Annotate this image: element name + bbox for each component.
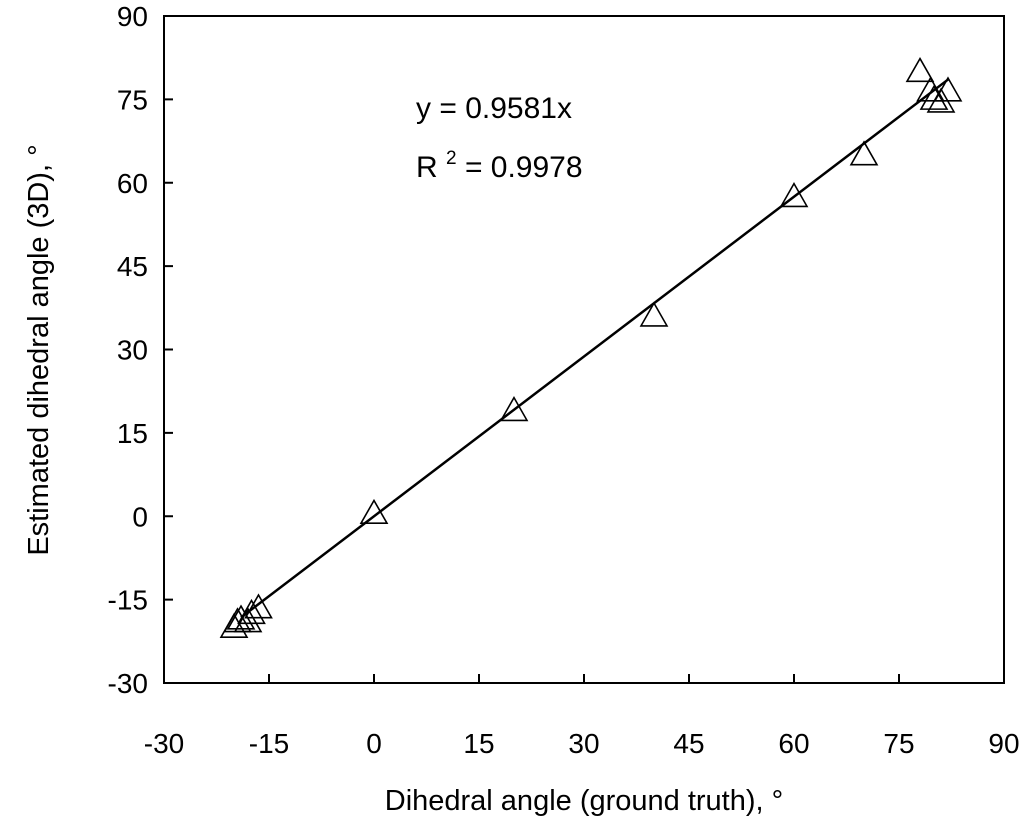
- x-tick-label-0: -30: [144, 728, 184, 759]
- x-tick-label-5: 45: [673, 728, 704, 759]
- y-tick-label-4: 30: [117, 335, 148, 366]
- y-axis-tick-labels: -30 -15 0 15 30 45 60 75 90: [108, 1, 148, 699]
- data-point-4: [237, 598, 266, 625]
- r-squared-annotation: R 2 = 0.9978: [416, 138, 583, 184]
- data-point-9: [779, 182, 809, 208]
- r-squared-value: = 0.9978: [465, 151, 583, 184]
- data-point-6: [359, 498, 389, 525]
- y-tick-label-1: -15: [108, 585, 148, 616]
- x-axis-label: Dihedral angle (ground truth), °: [385, 785, 783, 817]
- y-tick-label-2: 0: [132, 501, 148, 532]
- trendline: [240, 78, 949, 619]
- x-tick-label-2: 0: [366, 728, 382, 759]
- x-axis-ticks: [163, 674, 1005, 683]
- data-point-15: [933, 76, 963, 102]
- x-tick-label-4: 30: [568, 728, 599, 759]
- r-squared-superscript: 2: [446, 148, 457, 169]
- y-tick-label-7: 75: [117, 84, 148, 115]
- data-point-8: [639, 301, 669, 327]
- data-points: [219, 56, 963, 638]
- data-point-3: [233, 607, 263, 633]
- x-tick-label-1: -15: [249, 728, 289, 759]
- data-point-10: [849, 140, 879, 166]
- x-tick-label-6: 60: [778, 728, 809, 759]
- x-tick-label-7: 75: [883, 728, 914, 759]
- x-tick-label-3: 15: [463, 728, 494, 759]
- y-tick-label-8: 90: [117, 1, 148, 32]
- y-tick-label-6: 60: [117, 168, 148, 199]
- r-squared-prefix: R: [416, 151, 438, 184]
- plot-frame: [163, 15, 1005, 684]
- data-point-5: [244, 593, 273, 619]
- data-point-12: [916, 76, 945, 102]
- data-point-7: [499, 396, 529, 422]
- y-axis-label: Estimated dihedral angle (3D), °: [23, 144, 55, 555]
- y-tick-label-5: 45: [117, 251, 148, 282]
- y-tick-label-0: -30: [108, 668, 148, 699]
- y-tick-label-3: 15: [117, 418, 148, 449]
- x-tick-label-8: 90: [988, 728, 1019, 759]
- x-axis-tick-labels: -30 -15 0 15 30 45 60 75 90: [144, 728, 1020, 759]
- data-point-13: [919, 84, 949, 110]
- data-point-11: [905, 56, 935, 83]
- equation-annotation: y = 0.9581x: [416, 92, 572, 125]
- y-axis-ticks: [164, 15, 173, 684]
